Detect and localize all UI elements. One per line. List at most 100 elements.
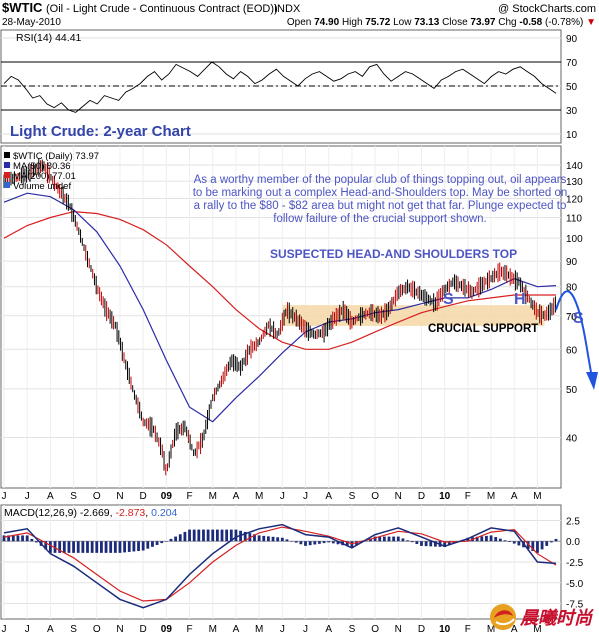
macd-histogram-bar (378, 536, 382, 542)
month-tick-label: O (93, 624, 101, 635)
macd-histogram-bar (327, 541, 331, 543)
low-label: Low (393, 17, 412, 28)
macd-histogram-bar (489, 535, 493, 542)
macd-histogram-bar (90, 541, 94, 553)
macd-histogram-bar (58, 541, 62, 553)
rsi-line (3, 61, 557, 113)
macd-tick-label: -5.0 (566, 579, 584, 590)
month-tick-label: M (255, 491, 263, 502)
macd-histogram-bar (503, 540, 507, 542)
macd-histogram-bar (164, 541, 168, 542)
pattern-title: SUSPECTED HEAD-AND SHOULDERS TOP (270, 247, 517, 261)
price-tick-label: 100 (566, 234, 583, 245)
svg-text:晨曦时尚: 晨曦时尚 (519, 608, 594, 629)
macd-histogram-bar (485, 535, 488, 542)
macd-histogram-bar (178, 534, 182, 542)
month-tick-label: S (70, 491, 77, 502)
macd-histogram-bar (21, 535, 24, 542)
ma50-line (3, 192, 557, 423)
macd-histogram-bar (169, 538, 173, 542)
macd-histogram-bar (276, 537, 280, 542)
month-tick-label: J (280, 624, 285, 635)
month-tick-label: F (186, 624, 192, 635)
month-tick-label: A (233, 491, 240, 502)
macd-histogram-bar (508, 541, 512, 542)
macd-histogram-bar (382, 536, 386, 542)
macd-histogram-bar (299, 541, 303, 545)
legend-swatch (4, 152, 10, 158)
macd-histogram-bar (410, 541, 414, 543)
macd-histogram-bar (280, 537, 284, 542)
macd-histogram-bar (192, 529, 196, 542)
macd-histogram-bar (424, 541, 428, 547)
macd-histogram-bar (415, 541, 419, 545)
macd-histogram-bar (30, 538, 34, 542)
support-tick-label: 70 (566, 312, 576, 322)
month-tick-label: J (25, 491, 30, 502)
rsi-tick-label: 30 (566, 106, 578, 117)
month-tick-label: N (395, 624, 402, 635)
macd-histogram-bar (81, 541, 85, 553)
open-value: 74.90 (314, 17, 339, 28)
month-tick-label: S (349, 624, 356, 635)
annotation-note: As a worthy member of the popular club o… (192, 174, 568, 225)
macd-histogram-bar (392, 536, 396, 542)
macd-histogram-bar (364, 540, 368, 542)
macd-histogram-bar (95, 541, 99, 553)
date-label: 28-May-2010 (2, 17, 61, 28)
month-tick-label: F (465, 491, 471, 502)
macd-legend: MACD(12,26,9) -2.669, -2.873, 0.204 (4, 507, 178, 519)
price-tick-label: 90 (566, 257, 578, 268)
price-tick-label: 130 (566, 177, 583, 188)
macd-histogram-bar (48, 541, 52, 553)
macd-histogram-bar (62, 541, 66, 553)
macd-histogram-bar (202, 529, 205, 542)
month-tick-label: S (70, 624, 77, 635)
macd-histogram-bar (304, 541, 307, 546)
price-tick-label: 40 (566, 433, 578, 444)
support-label: CRUCIAL SUPPORT (428, 323, 538, 335)
month-tick-label: 10 (439, 624, 451, 635)
month-tick-label: A (47, 624, 54, 635)
month-tick-label: M (209, 491, 217, 502)
macd-histogram-bar (109, 541, 113, 553)
chg-pct-value: (-0.78%) (545, 17, 583, 28)
chg-value: -0.58 (519, 17, 542, 28)
month-tick-label: 09 (161, 491, 173, 502)
macd-histogram-bar (16, 535, 20, 542)
exchange-label: INDX (274, 3, 301, 15)
macd-histogram-bar (248, 533, 252, 542)
macd-histogram-bar (118, 541, 122, 553)
macd-histogram-bar (331, 541, 335, 544)
month-tick-label: 10 (439, 491, 451, 502)
month-tick-label: J (2, 491, 7, 502)
macd-histogram-bar (345, 541, 349, 547)
month-tick-label: S (349, 491, 356, 502)
macd-histogram-bar (406, 540, 409, 542)
chg-label: Chg (498, 17, 516, 28)
macd-histogram-bar (141, 541, 145, 551)
macd-histogram-bar (526, 541, 530, 550)
macd-tick-label: 2.5 (566, 516, 580, 527)
price-tick-label: 50 (566, 385, 578, 396)
close-label: Close (442, 17, 468, 28)
macd-histogram-bar (285, 539, 289, 542)
macd-histogram-bar (322, 541, 326, 544)
month-tick-label: J (303, 491, 308, 502)
month-tick-label: M (209, 624, 217, 635)
legend-swatch (4, 172, 10, 178)
macd-histogram-bar (290, 540, 293, 542)
macd-histogram-bar (86, 541, 89, 553)
macd-histogram-bar (243, 531, 247, 542)
macd-histogram-bar (480, 536, 484, 542)
month-tick-label: O (93, 491, 101, 502)
price-tick-label: 70 (566, 312, 578, 323)
projection-line (555, 290, 593, 379)
macd-histogram-bar (25, 535, 29, 542)
macd-histogram-bar (498, 538, 502, 542)
month-tick-label: O (371, 624, 379, 635)
macd-histogram-bar (433, 541, 437, 547)
month-tick-label: A (47, 491, 54, 502)
macd-histogram-bar (549, 541, 553, 543)
macd-histogram-bar (294, 541, 298, 543)
